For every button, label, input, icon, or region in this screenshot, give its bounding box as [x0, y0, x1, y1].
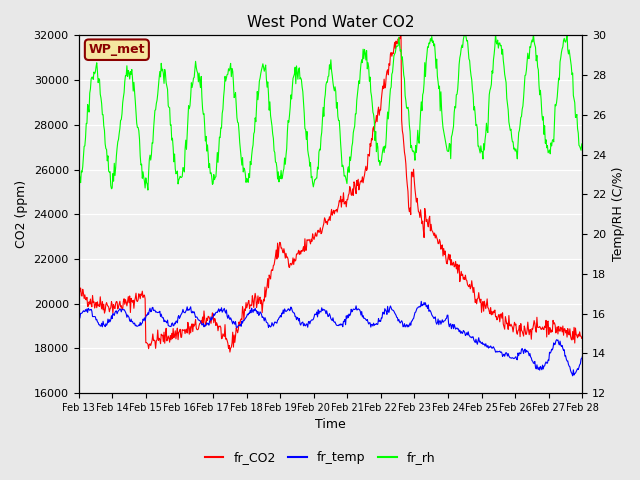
- fr_rh: [144, 187, 152, 193]
- fr_rh: [75, 174, 83, 180]
- fr_CO2: [187, 330, 195, 336]
- fr_temp: [417, 299, 425, 304]
- X-axis label: Time: Time: [315, 419, 346, 432]
- fr_CO2: [75, 288, 83, 293]
- Line: fr_CO2: fr_CO2: [79, 24, 582, 352]
- fr_temp: [579, 353, 586, 359]
- Line: fr_temp: fr_temp: [79, 301, 582, 376]
- Line: fr_rh: fr_rh: [79, 34, 582, 190]
- fr_temp: [84, 310, 92, 315]
- fr_CO2: [136, 293, 143, 299]
- fr_temp: [75, 314, 83, 320]
- fr_temp: [136, 323, 143, 328]
- fr_CO2: [397, 22, 404, 27]
- fr_CO2: [226, 349, 234, 355]
- fr_temp: [406, 320, 414, 326]
- Text: WP_met: WP_met: [88, 43, 145, 56]
- fr_rh: [579, 145, 586, 151]
- fr_rh: [214, 159, 222, 165]
- Y-axis label: Temp/RH (C/%): Temp/RH (C/%): [612, 167, 625, 262]
- fr_rh: [563, 31, 571, 36]
- fr_temp: [392, 311, 399, 317]
- Y-axis label: CO2 (ppm): CO2 (ppm): [15, 180, 28, 248]
- fr_rh: [136, 136, 143, 142]
- fr_rh: [188, 80, 195, 85]
- fr_CO2: [408, 169, 415, 175]
- fr_temp: [214, 310, 221, 315]
- fr_CO2: [214, 322, 221, 327]
- Title: West Pond Water CO2: West Pond Water CO2: [247, 15, 414, 30]
- fr_rh: [392, 45, 400, 51]
- fr_rh: [84, 102, 92, 108]
- fr_rh: [407, 145, 415, 151]
- fr_CO2: [392, 38, 400, 44]
- fr_temp: [187, 304, 195, 310]
- fr_CO2: [579, 335, 586, 340]
- fr_temp: [569, 373, 577, 379]
- fr_CO2: [84, 304, 92, 310]
- Legend: fr_CO2, fr_temp, fr_rh: fr_CO2, fr_temp, fr_rh: [200, 446, 440, 469]
